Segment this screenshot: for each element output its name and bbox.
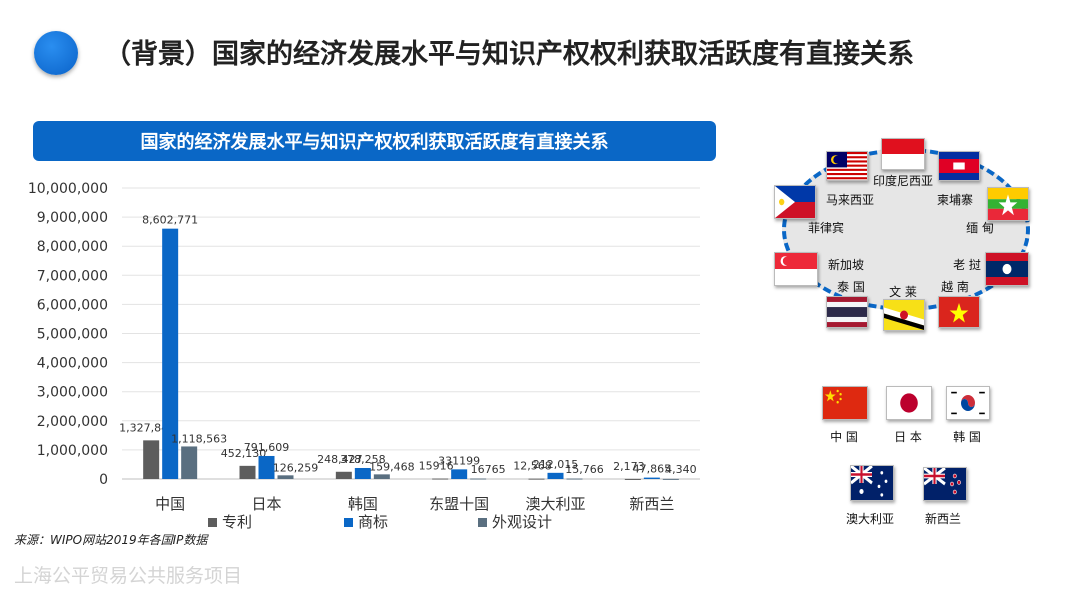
legend-swatch	[478, 518, 487, 527]
bar-外观设计	[662, 478, 679, 480]
x-tick-label: 澳大利亚	[525, 495, 585, 513]
bar-外观设计	[277, 475, 294, 479]
data-label: 248,427	[317, 453, 363, 466]
bar-chart: 0 1,000,000 2,000,000 3,000,000 4,000,000 5,0…	[28, 181, 700, 530]
x-tick-label: 东盟十国	[429, 495, 489, 513]
data-label: 15916	[419, 460, 454, 473]
bar-外观设计	[566, 478, 583, 480]
footer-text: 上海公平贸易公共服务项目	[14, 565, 243, 587]
x-tick-label: 日本	[251, 495, 281, 513]
laos-flag-icon	[985, 252, 1029, 286]
y-tick-label: 7,000,000	[37, 268, 108, 284]
bar-专利	[143, 440, 160, 479]
vietnam-flag-icon	[938, 296, 980, 328]
flag-label-laos: 老 挝	[953, 258, 981, 272]
flag-label-china: 中 国	[830, 430, 858, 444]
source-note: 来源：WIPO网站2019年各国IP数据	[14, 533, 208, 547]
data-label: 159,468	[369, 460, 415, 473]
flag-label-korea: 韩 国	[953, 430, 981, 444]
korea-flag-icon	[946, 386, 990, 420]
y-tick-label: 3,000,000	[37, 385, 108, 401]
bar-商标	[451, 469, 468, 479]
bar-商标	[354, 467, 371, 479]
bar-商标	[547, 472, 564, 479]
data-label: 452,130	[221, 447, 267, 460]
data-label: 16765	[471, 463, 506, 476]
legend-label: 专利	[222, 513, 252, 530]
bar-专利	[239, 465, 256, 479]
data-label: 1,327,847	[119, 421, 175, 434]
x-tick-label: 韩国	[348, 495, 378, 513]
y-tick-label: 9,000,000	[37, 210, 108, 226]
data-label: 15,766	[565, 463, 604, 476]
y-tick-label: 10,000,000	[28, 181, 108, 197]
flag-label-cambodia: 柬埔寨	[936, 193, 974, 207]
flag-label-new-zealand: 新西兰	[924, 512, 962, 526]
bar-专利	[624, 478, 641, 480]
data-label: 1,118,563	[171, 432, 227, 445]
myanmar-flag-icon	[987, 187, 1029, 221]
legend-label: 商标	[358, 513, 388, 530]
flag-label-malaysia: 马来西亚	[825, 193, 875, 207]
y-tick-label: 8,000,000	[37, 239, 108, 255]
bar-外观设计	[181, 446, 198, 479]
legend-swatch	[344, 518, 353, 527]
title-bullet-icon	[34, 31, 78, 75]
indonesia-flag-icon	[881, 138, 925, 170]
bar-外观设计	[373, 474, 390, 479]
flag-label-japan: 日 本	[894, 430, 922, 444]
legend-swatch	[208, 518, 217, 527]
data-label: 791,609	[244, 441, 290, 454]
data-label: 47,865	[633, 463, 672, 476]
australia-flag-icon	[850, 465, 894, 501]
cambodia-flag-icon	[938, 151, 980, 181]
singapore-flag-icon	[774, 252, 818, 286]
data-label: 2,173	[613, 460, 645, 473]
data-label: 378,258	[340, 453, 386, 466]
flag-label-indonesia: 印度尼西亚	[872, 174, 934, 188]
bar-专利	[335, 471, 352, 479]
data-label: 4,340	[665, 463, 697, 476]
flag-label-vietnam: 越 南	[941, 280, 969, 294]
bar-商标	[162, 228, 179, 479]
y-tick-label: 2,000,000	[37, 414, 108, 430]
y-tick-label: 6,000,000	[37, 297, 108, 313]
flag-label-singapore: 新加坡	[827, 258, 865, 272]
bar-商标	[643, 477, 660, 479]
flag-label-myanmar: 缅 甸	[966, 221, 994, 235]
flag-label-thailand: 泰 国	[837, 280, 865, 294]
data-label: 12,568	[513, 460, 552, 473]
china-flag-icon	[822, 386, 868, 420]
data-label: 126,259	[273, 461, 319, 474]
data-label: 8,602,771	[142, 214, 198, 227]
brunei-flag-icon	[883, 299, 925, 331]
malaysia-flag-icon	[826, 151, 868, 181]
y-tick-label: 5,000,000	[37, 327, 108, 343]
asean-ring	[782, 148, 1030, 311]
y-tick-label: 1,000,000	[37, 443, 108, 459]
japan-flag-icon	[886, 386, 932, 420]
thailand-flag-icon	[826, 296, 868, 328]
data-label: 331199	[438, 454, 480, 467]
y-tick-label: 4,000,000	[37, 356, 108, 372]
flag-label-brunei: 文 莱	[889, 285, 917, 299]
data-label: 212,015	[533, 458, 579, 471]
bar-专利	[432, 478, 449, 480]
chart-title-banner: 国家的经济发展水平与知识产权权利获取活跃度有直接关系	[33, 121, 716, 161]
new-zealand-flag-icon	[923, 467, 967, 501]
flag-label-australia: 澳大利亚	[845, 512, 895, 526]
x-tick-label: 新西兰	[629, 495, 674, 513]
legend-label: 外观设计	[492, 513, 552, 530]
y-tick-label: 0	[99, 472, 108, 488]
flag-label-philippines: 菲律宾	[807, 221, 845, 235]
bar-专利	[528, 478, 545, 480]
bar-外观设计	[470, 478, 487, 480]
bar-商标	[258, 455, 275, 479]
philippines-flag-icon	[774, 185, 816, 219]
page-title: （背景）国家的经济发展水平与知识产权权利获取活跃度有直接关系	[104, 39, 914, 70]
x-tick-label: 中国	[155, 495, 185, 513]
